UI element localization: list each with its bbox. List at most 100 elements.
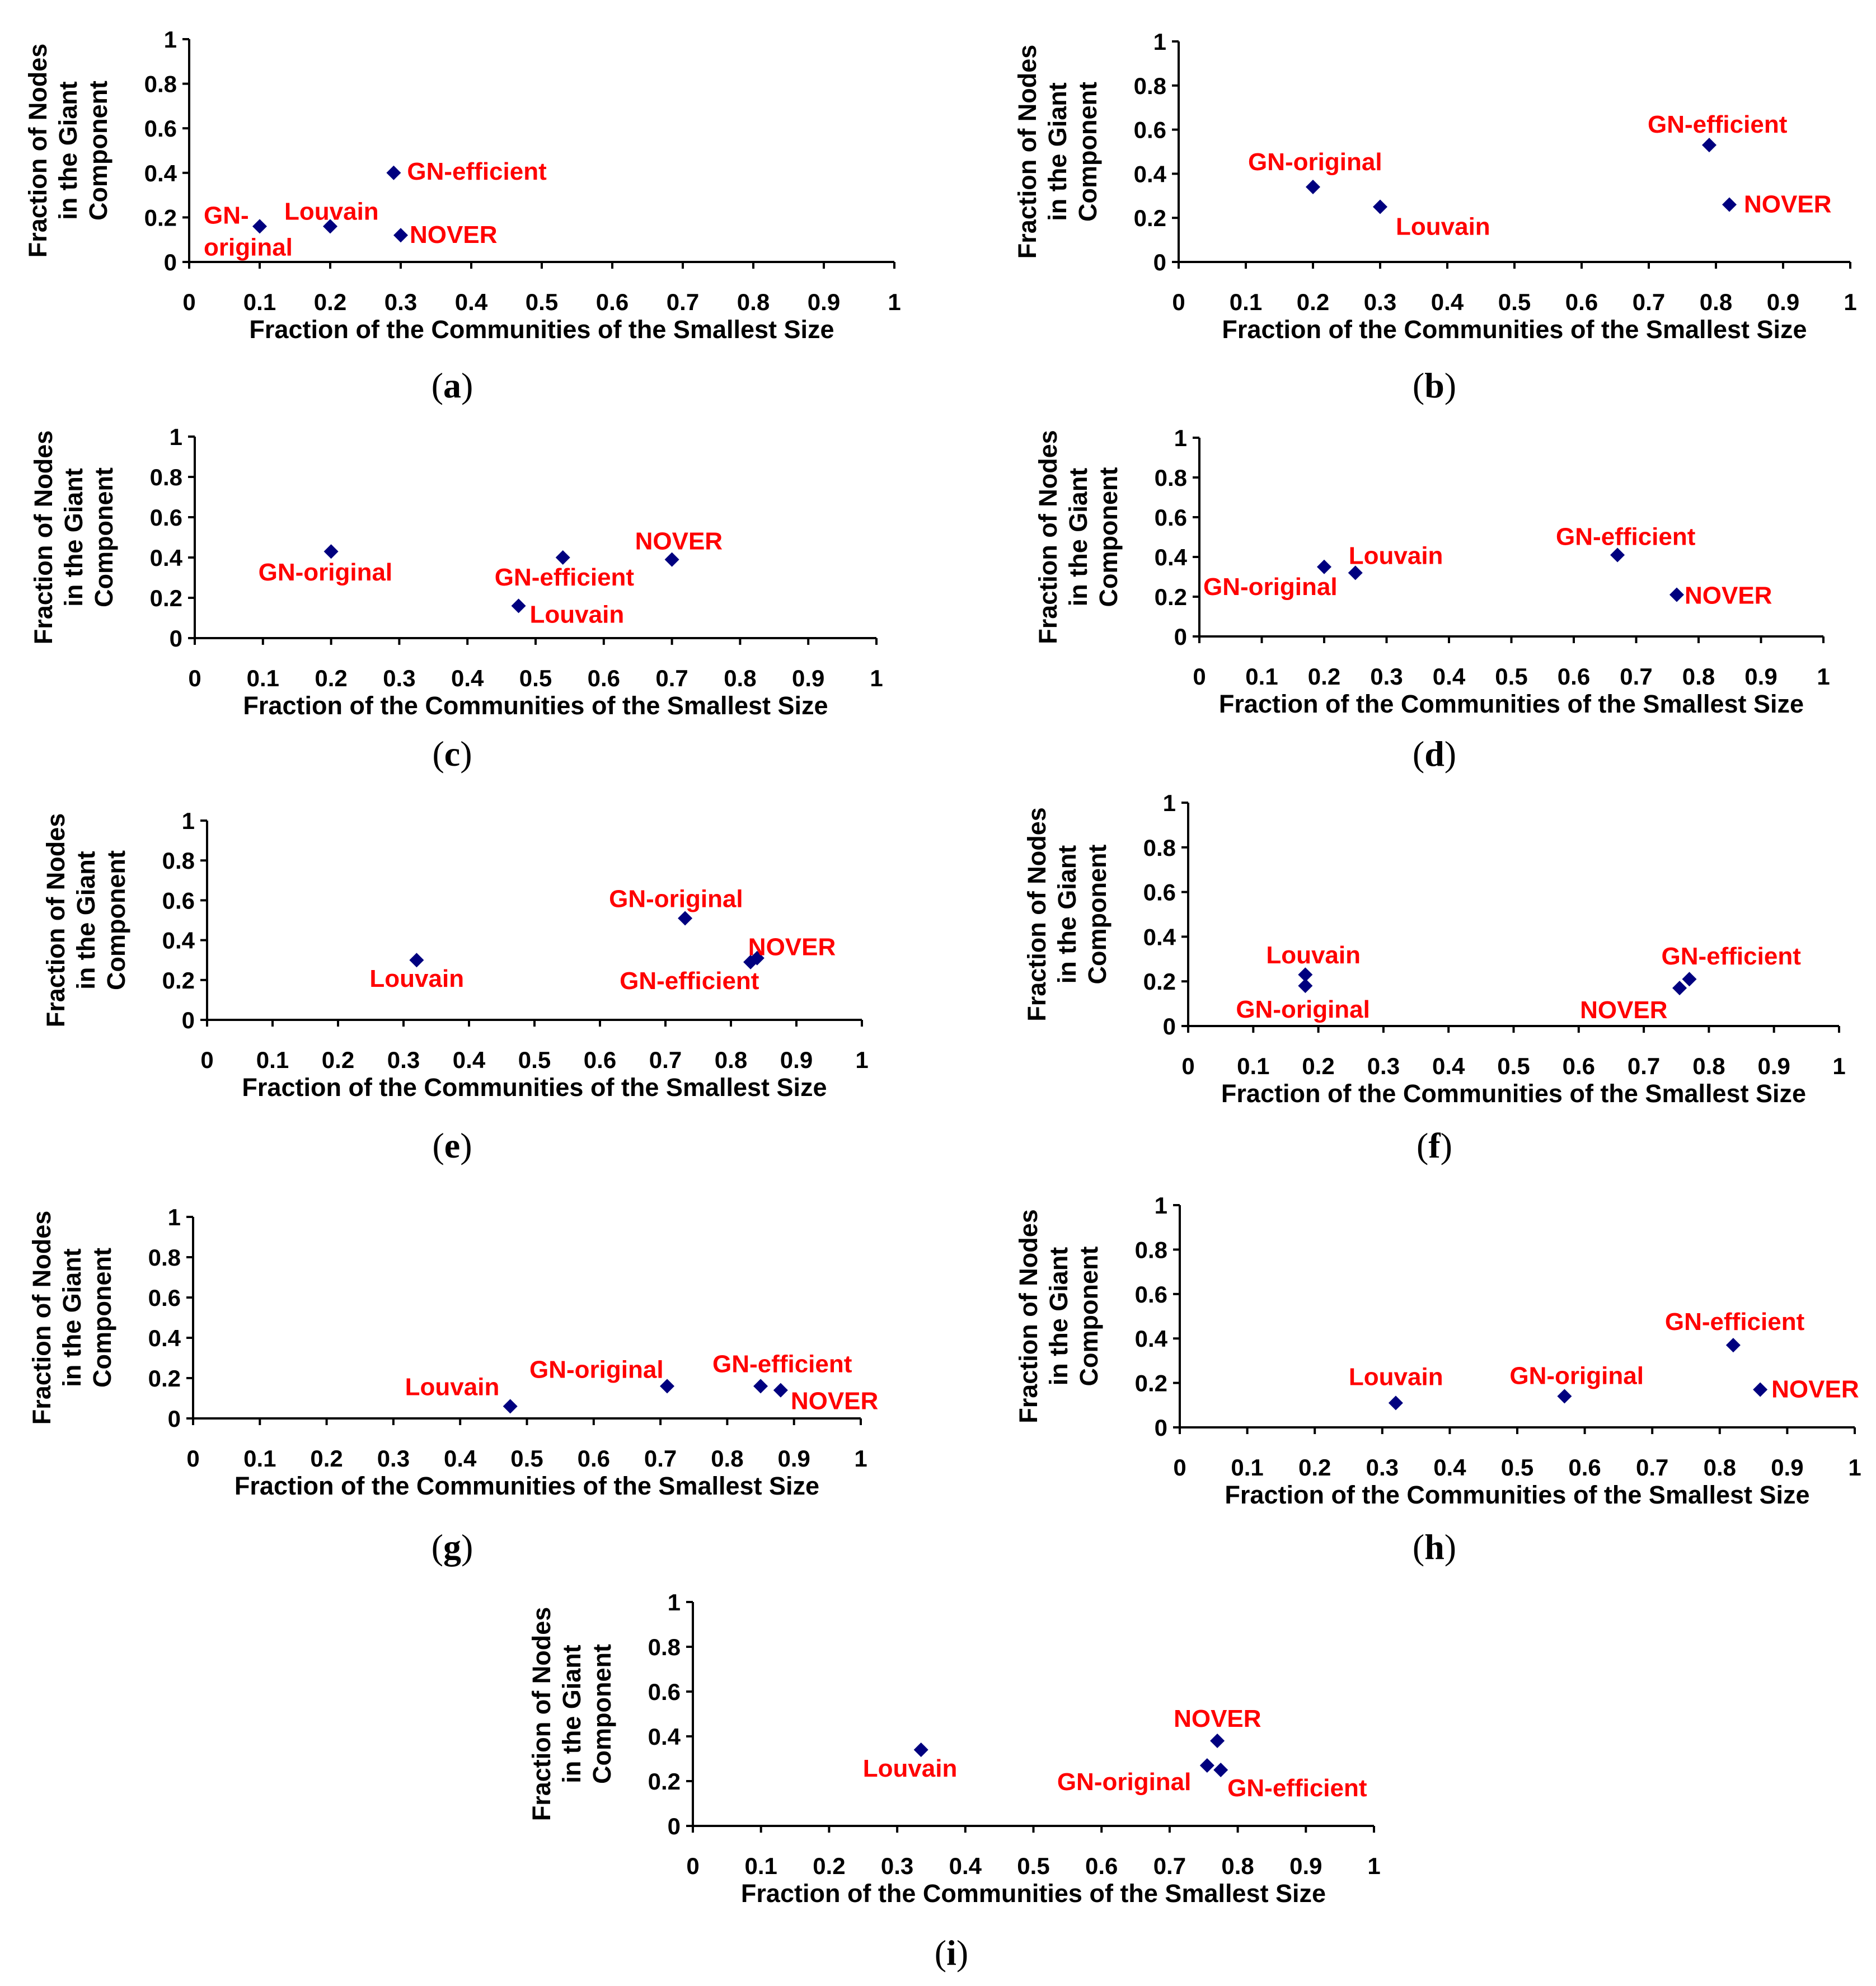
chart-panel-d: 0 0.2 0.4 0.6 0.8 1 0 0.1 0.2 0.3 0.4 0.5 0.6 0.7 0.8 0…: [1034, 425, 1830, 774]
x-tick-label: 0.4: [455, 289, 488, 315]
data-point-gn-original: [252, 219, 267, 234]
chart-panel-e: 0 0.2 0.4 0.6 0.8 1 0 0.1 0.2 0.3 0.4 0.5 0.6 0.7 0.8 0…: [41, 808, 869, 1165]
x-axis-title: Fraction of the Communities of the Small…: [1221, 1079, 1806, 1108]
panel-caption: (f): [1417, 1126, 1452, 1165]
y-tick-label: 0.8: [1155, 465, 1187, 491]
point-label-gn-original: GN-original: [609, 885, 743, 912]
chart-panel-h: 0 0.2 0.4 0.6 0.8 1 0 0.1 0.2 0.3 0.4 0.5 0.6 0.7 0.8 0…: [1014, 1192, 1861, 1567]
point-label-louvain: Louvain: [1349, 1363, 1443, 1390]
x-tick-label: 0.1: [1245, 663, 1278, 690]
y-tick-label: 0: [1155, 1414, 1167, 1441]
y-tick-label: 0: [168, 1406, 181, 1432]
panel-caption: (a): [432, 366, 473, 405]
y-tick-label: 0.2: [148, 1365, 181, 1392]
x-tick-label: 0.1: [1237, 1053, 1269, 1079]
point-label-nover: NOVER: [1685, 582, 1772, 609]
x-tick-label: 0.9: [780, 1047, 813, 1073]
panel-caption: (c): [432, 734, 472, 774]
x-tick-label: 0.4: [1433, 1454, 1466, 1481]
x-tick-label: 0.3: [1367, 1053, 1400, 1079]
y-tick-label: 0.8: [1143, 835, 1176, 861]
data-point-gn-original: [1557, 1389, 1572, 1404]
x-tick-label: 0.6: [596, 289, 629, 315]
y-axis-title-line: Component: [88, 1248, 116, 1388]
x-tick-label: 0.4: [444, 1445, 477, 1472]
x-tick-label: 0.9: [808, 289, 840, 315]
x-tick-label: 1: [1367, 1853, 1380, 1879]
data-point-louvain: [511, 598, 526, 613]
data-point-gn-original: [1199, 1758, 1214, 1773]
point-label-louvain: Louvain: [369, 965, 464, 992]
x-tick-label: 0.7: [667, 289, 699, 315]
x-tick-label: 0.3: [384, 289, 417, 315]
x-tick-label: 1: [1844, 289, 1856, 315]
y-axis-title-line: Component: [90, 467, 118, 607]
y-tick-label: 0.2: [1155, 584, 1187, 610]
point-label-louvain: Louvain: [863, 1755, 958, 1782]
x-tick-label: 0.9: [792, 665, 824, 691]
x-tick-label: 0.2: [813, 1853, 845, 1879]
x-tick-label: 0.6: [1558, 663, 1590, 690]
y-tick-label: 0.8: [162, 847, 195, 874]
x-tick-label: 0.9: [1771, 1454, 1803, 1481]
y-tick-label: 0.2: [648, 1768, 681, 1795]
x-tick-label: 0.5: [1501, 1454, 1533, 1481]
x-tick-label: 0.2: [1308, 663, 1340, 690]
y-axis-title-line: in the Giant: [557, 1645, 586, 1783]
data-point-gn-original: [1317, 559, 1331, 574]
x-tick-label: 0.4: [1433, 663, 1466, 690]
y-tick-label: 0.2: [150, 585, 182, 611]
x-tick-label: 0: [1193, 663, 1206, 690]
data-point-gn-original: [660, 1379, 675, 1394]
point-label-gn-original: GN-original: [529, 1356, 664, 1383]
data-point-gn-efficient: [1213, 1763, 1228, 1777]
y-tick-label: 0.8: [144, 71, 177, 97]
y-axis-title-line: Component: [588, 1644, 616, 1784]
data-point-nover: [1210, 1734, 1225, 1748]
x-axis-title: Fraction of the Communities of the Small…: [234, 1472, 819, 1500]
y-tick-label: 1: [1174, 425, 1187, 451]
point-label-gn-original: GN-original: [1248, 148, 1382, 176]
x-tick-label: 0: [1173, 1454, 1186, 1481]
data-point-gn-original: [678, 911, 693, 926]
panel-caption: (i): [935, 1933, 968, 1973]
point-label-nover: NOVER: [635, 528, 723, 555]
data-point-gn-efficient: [1610, 547, 1625, 563]
data-point-gn-efficient: [386, 165, 401, 180]
x-tick-label: 0.4: [451, 665, 484, 691]
x-tick-label: 0.9: [778, 1445, 810, 1472]
x-tick-label: 0.7: [1633, 289, 1665, 315]
x-tick-label: 1: [855, 1047, 868, 1073]
y-axis-title-line: Component: [1083, 845, 1111, 985]
x-tick-label: 1: [1848, 1454, 1861, 1481]
data-point-gn-efficient: [753, 1379, 768, 1394]
x-axis-title: Fraction of the Communities of the Small…: [1225, 1481, 1809, 1509]
x-tick-label: 0.7: [655, 665, 688, 691]
y-axis-title-line: Fraction of Nodes: [1013, 45, 1042, 259]
y-tick-label: 1: [182, 808, 195, 834]
point-label-nover: NOVER: [748, 934, 836, 961]
x-tick-label: 0.8: [715, 1047, 747, 1073]
chart-panel-g: 0 0.2 0.4 0.6 0.8 1 0 0.1 0.2 0.3 0.4 0.5 0.6 0.7 0.8 0…: [27, 1204, 878, 1567]
x-tick-label: 0.7: [644, 1445, 677, 1472]
point-label-nover: NOVER: [1744, 191, 1831, 218]
x-tick-label: 0.3: [1366, 1454, 1399, 1481]
y-tick-label: 0.4: [1135, 1325, 1168, 1352]
x-tick-label: 0.8: [1692, 1053, 1725, 1079]
y-tick-label: 1: [1163, 790, 1176, 816]
y-tick-label: 0.4: [150, 545, 183, 571]
y-tick-label: 0.8: [648, 1634, 681, 1660]
data-point-louvain: [1348, 565, 1363, 580]
x-tick-label: 0.1: [247, 665, 279, 691]
point-label-gn-original: GN-original: [1203, 573, 1338, 601]
x-tick-label: 0.7: [1620, 663, 1652, 690]
y-axis-title-line: Fraction of Nodes: [27, 1211, 56, 1425]
x-tick-label: 0.2: [322, 1047, 354, 1073]
y-axis-title-line: in the Giant: [1043, 82, 1072, 221]
x-tick-label: 1: [870, 665, 883, 691]
point-label-nover: NOVER: [1580, 996, 1667, 1024]
x-tick-label: 0.6: [1568, 1454, 1601, 1481]
point-label-gn-original: GN-original: [1236, 996, 1370, 1023]
x-tick-label: 0.9: [1289, 1853, 1322, 1879]
point-label-louvain: Louvain: [405, 1373, 500, 1400]
